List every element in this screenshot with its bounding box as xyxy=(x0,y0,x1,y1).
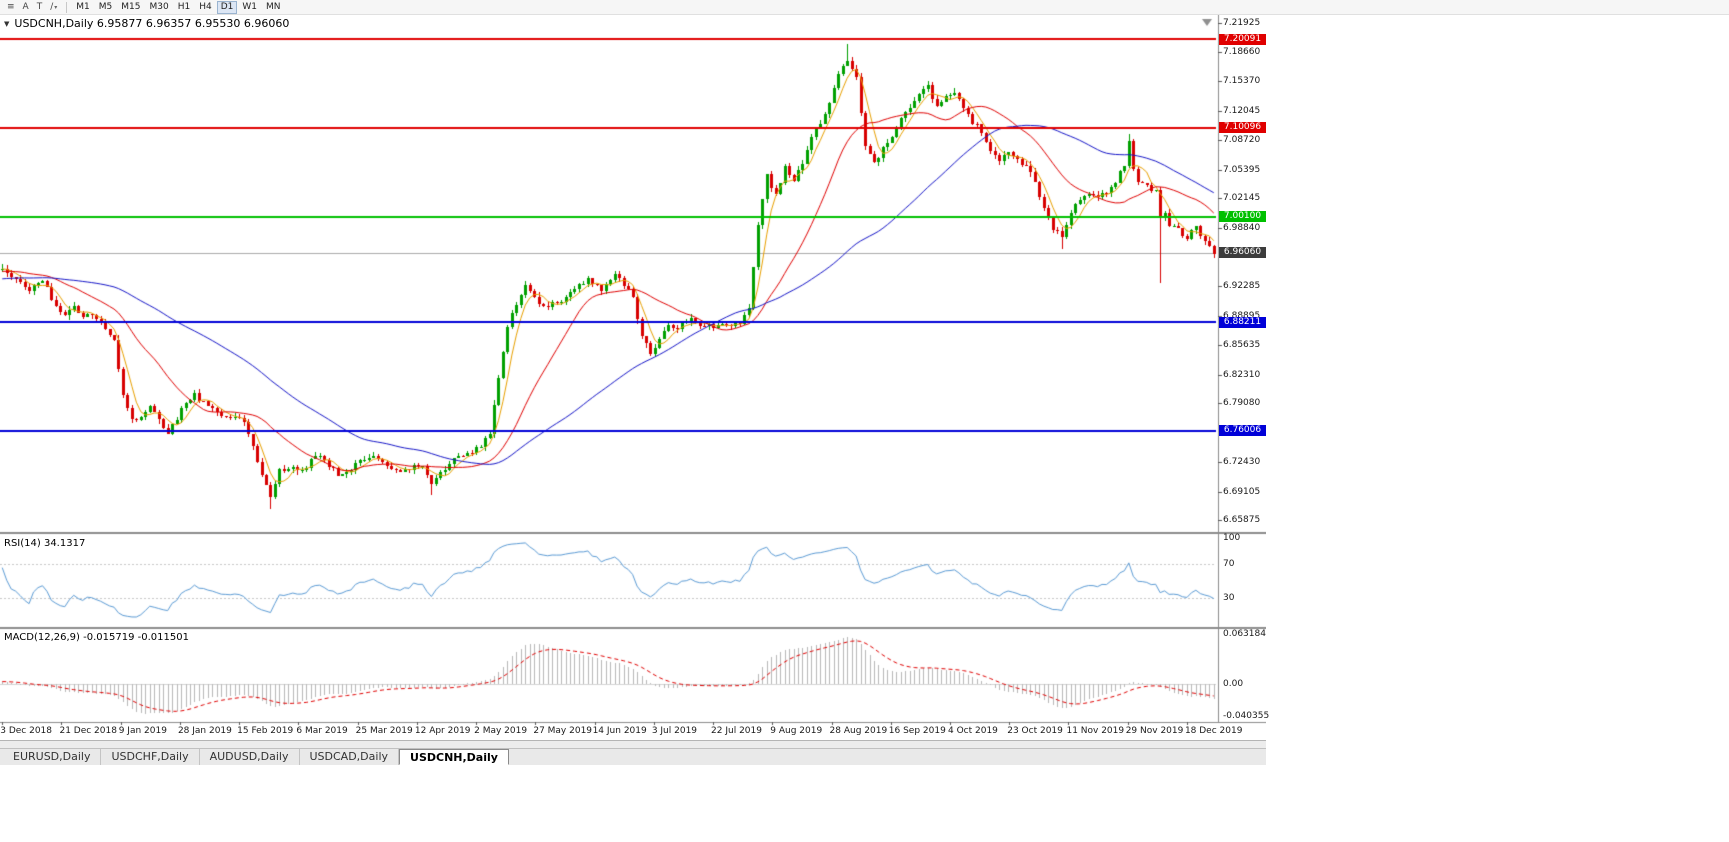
price-axis-label: 7.18660 xyxy=(1223,46,1261,57)
timeframe-button-m15[interactable]: M15 xyxy=(117,1,144,14)
date-axis-label: 23 Oct 2019 xyxy=(1007,726,1063,736)
date-axis-label: 9 Jan 2019 xyxy=(118,726,167,736)
date-axis-label: 18 Dec 2019 xyxy=(1184,726,1243,736)
price-line-badge: 6.76006 xyxy=(1219,425,1266,437)
price-axis-label: 6.69105 xyxy=(1223,486,1261,497)
current-price-badge: 6.96060 xyxy=(1219,247,1266,258)
chart-menu-button[interactable]: ≡ xyxy=(3,1,19,14)
date-axis-label: 12 Apr 2019 xyxy=(414,726,471,736)
date-axis-label: 9 Aug 2019 xyxy=(770,726,823,736)
price-axis-label: 6.79080 xyxy=(1223,398,1261,409)
date-axis-label: 11 Nov 2019 xyxy=(1066,726,1125,736)
price-axis-label: 7.12045 xyxy=(1223,105,1261,116)
price-line-badge: 7.00100 xyxy=(1219,211,1266,223)
toolbar: ≡ A T ∕▾ M1 M5 M15 M30 H1 H4 D1 W1 MN xyxy=(0,0,1729,15)
price-axis-label: 7.08720 xyxy=(1223,135,1261,146)
date-axis-label: 14 Jun 2019 xyxy=(592,726,647,736)
tool-group: ≡ A T ∕▾ xyxy=(3,1,61,14)
macd-axis-label: -0.040355 xyxy=(1223,711,1270,722)
date-axis-label: 2 May 2019 xyxy=(474,726,528,736)
text-tool-button[interactable]: T xyxy=(33,1,47,14)
price-line-badge: 7.10096 xyxy=(1219,122,1266,134)
macd-indicator-label: MACD(12,26,9) -0.015719 -0.011501 xyxy=(4,632,189,643)
timeframe-button-m1[interactable]: M1 xyxy=(72,1,94,14)
price-axis-label: 7.02145 xyxy=(1223,193,1261,204)
timeframe-button-h4[interactable]: H4 xyxy=(195,1,216,14)
tab-usdcad[interactable]: USDCAD,Daily xyxy=(300,749,400,765)
date-axis-label: 25 Mar 2019 xyxy=(355,726,413,736)
chart-window: ▼ USDCNH,Daily 6.95877 6.96357 6.95530 6… xyxy=(0,15,1270,740)
macd-axis-label: 0.00 xyxy=(1223,679,1244,690)
cursor-a-button[interactable]: A xyxy=(19,1,33,14)
rsi-indicator-label: RSI(14) 34.1317 xyxy=(4,538,86,549)
draw-tool-button[interactable]: ∕▾ xyxy=(46,1,61,14)
macd-axis-label: 0.063184 xyxy=(1223,629,1266,640)
date-axis-label: 22 Jul 2019 xyxy=(711,726,762,736)
date-axis-label: 4 Oct 2019 xyxy=(948,726,998,736)
date-axis-label: 3 Jul 2019 xyxy=(651,726,698,736)
date-axis-label: 16 Sep 2019 xyxy=(888,726,946,736)
timeframe-button-mn[interactable]: MN xyxy=(262,1,285,14)
date-axis-label: 28 Jan 2019 xyxy=(177,726,232,736)
chart-tab-bar: EURUSD,Daily USDCHF,Daily AUDUSD,Daily USDC… xyxy=(0,748,1266,765)
chart-title-text: USDCNH,Daily 6.95877 6.96357 6.95530 6.9… xyxy=(14,17,290,30)
tab-usdcnh[interactable]: USDCNH,Daily xyxy=(399,749,509,765)
toolbar-divider xyxy=(66,1,68,13)
price-axis-label: 6.65875 xyxy=(1223,515,1261,526)
rsi-axis-label: 100 xyxy=(1223,533,1241,543)
price-axis-label: 6.85635 xyxy=(1223,340,1261,351)
date-axis-label: 21 Dec 2018 xyxy=(59,726,117,736)
price-axis-label: 7.05395 xyxy=(1223,164,1261,175)
price-axis-label: 6.82310 xyxy=(1223,369,1261,380)
price-line-badge: 6.88211 xyxy=(1219,316,1266,328)
price-axis-label: 6.98840 xyxy=(1223,222,1261,233)
date-axis-label: 27 May 2019 xyxy=(533,726,593,736)
price-axis-label: 6.92285 xyxy=(1223,281,1261,292)
timeframe-button-m30[interactable]: M30 xyxy=(146,1,173,14)
price-axis-label: 6.72430 xyxy=(1223,457,1261,468)
date-axis-label: 6 Mar 2019 xyxy=(296,726,348,736)
price-axis-label: 7.21925 xyxy=(1223,17,1261,28)
status-strip xyxy=(0,740,1266,748)
price-axis-label: 7.15370 xyxy=(1223,76,1261,87)
rsi-axis-label: 30 xyxy=(1223,592,1235,603)
date-axis-label: 29 Nov 2019 xyxy=(1125,726,1184,736)
chevron-down-icon: ▾ xyxy=(54,3,58,11)
timeframe-group: M1 M5 M15 M30 H1 H4 D1 W1 MN xyxy=(72,0,285,14)
tab-eurusd[interactable]: EURUSD,Daily xyxy=(3,749,102,765)
collapse-arrow-icon[interactable]: ▼ xyxy=(4,19,10,28)
rsi-axis-label: 70 xyxy=(1223,558,1235,569)
price-line-badge: 7.20091 xyxy=(1219,33,1266,45)
price-chart-canvas[interactable] xyxy=(0,15,1266,740)
chart-title: ▼ USDCNH,Daily 6.95877 6.96357 6.95530 6… xyxy=(4,17,289,30)
price-axis-label: 6.88895 xyxy=(1223,311,1260,321)
date-axis-label: 3 Dec 2018 xyxy=(0,726,53,736)
date-axis-label: 28 Aug 2019 xyxy=(829,726,888,736)
tab-usdchf[interactable]: USDCHF,Daily xyxy=(101,749,200,765)
timeframe-button-h1[interactable]: H1 xyxy=(174,1,195,14)
timeframe-button-w1[interactable]: W1 xyxy=(238,1,261,14)
tab-audusd[interactable]: AUDUSD,Daily xyxy=(200,749,300,765)
timeframe-button-d1[interactable]: D1 xyxy=(216,0,238,14)
date-axis-label: 15 Feb 2019 xyxy=(237,726,294,736)
timeframe-button-m5[interactable]: M5 xyxy=(95,1,117,14)
